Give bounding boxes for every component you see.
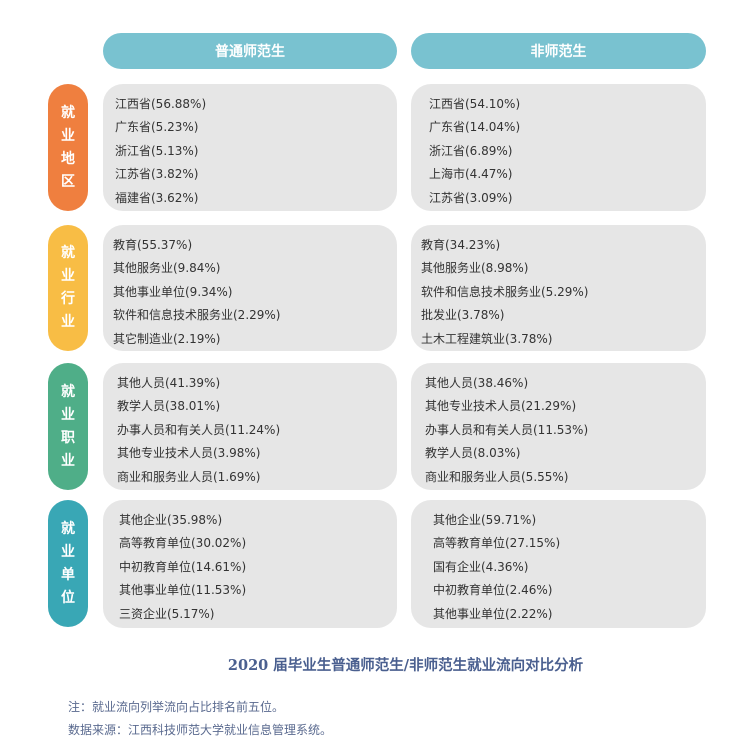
- list-item: 其他服务业(8.98%): [421, 261, 529, 276]
- label-char: 就: [61, 245, 75, 261]
- list-item: 教学人员(38.01%): [117, 399, 221, 414]
- label-char: 区: [61, 173, 75, 190]
- list-item: 软件和信息技术服务业(5.29%): [421, 284, 589, 299]
- label-char: 就: [61, 383, 75, 400]
- list-item: 江西省(54.10%): [429, 97, 521, 111]
- list-item: 广东省(5.23%): [115, 120, 199, 135]
- list-item: 其他服务业(9.84%): [113, 261, 221, 276]
- list-item: 江苏省(3.09%): [429, 190, 513, 205]
- list-item: 其他企业(59.71%): [433, 513, 537, 527]
- list-item: 教育(55.37%): [113, 238, 193, 252]
- list-item: 其他企业(35.98%): [119, 513, 223, 527]
- list-item: 其他专业技术人员(21.29%): [425, 399, 577, 414]
- column-header-non-normal-students: 非师范生: [411, 33, 706, 69]
- list-item: 福建省(3.62%): [115, 190, 199, 205]
- row-label-employment-industry: 就 业 行 业: [48, 225, 88, 351]
- label-char: 业: [61, 406, 75, 423]
- list-item: 批发业(3.78%): [421, 308, 505, 323]
- label-char: 地: [61, 150, 75, 167]
- label-char: 业: [61, 268, 75, 284]
- figure-title: 2020 届毕业生普通师范生/非师范生就业流向对比分析: [227, 657, 584, 674]
- list-item: 办事人员和有关人员(11.53%): [425, 422, 589, 437]
- panel-unit-non-normal: 其他企业(59.71%) 高等教育单位(27.15%) 国有企业(4.36%) …: [411, 500, 706, 628]
- label-char: 就: [61, 104, 75, 121]
- panel-industry-non-normal: 教育(34.23%) 其他服务业(8.98%) 软件和信息技术服务业(5.29%…: [411, 225, 706, 351]
- row-label-employment-unit: 就 业 单 位: [48, 500, 88, 627]
- panel-region-non-normal: 江西省(54.10%) 广东省(14.04%) 浙江省(6.89%) 上海市(4…: [411, 84, 706, 211]
- list-item: 江苏省(3.82%): [115, 167, 199, 182]
- list-item: 办事人员和有关人员(11.24%): [117, 422, 281, 437]
- column-header-normal-students: 普通师范生: [103, 33, 397, 69]
- list-item: 商业和服务业人员(5.55%): [425, 469, 569, 484]
- panel-region-normal: 江西省(56.88%) 广东省(5.23%) 浙江省(5.13%) 江苏省(3.…: [103, 84, 397, 211]
- column-header-label: 非师范生: [530, 44, 587, 60]
- label-char: 就: [61, 520, 75, 537]
- list-item: 教育(34.23%): [421, 238, 501, 252]
- list-item: 土木工程建筑业(3.78%): [421, 331, 553, 346]
- list-item: 国有企业(4.36%): [433, 559, 529, 574]
- list-item: 其他人员(41.39%): [117, 376, 221, 390]
- label-char: 行: [61, 291, 75, 307]
- list-item: 上海市(4.47%): [429, 167, 513, 182]
- row-label-employment-occupation: 就 业 职 业: [48, 363, 88, 490]
- data-source: 数据来源：江西科技师范大学就业信息管理系统。: [68, 723, 333, 737]
- panel-occupation-normal: 其他人员(41.39%) 教学人员(38.01%) 办事人员和有关人员(11.2…: [103, 363, 397, 490]
- list-item: 浙江省(6.89%): [429, 143, 513, 158]
- list-item: 软件和信息技术服务业(2.29%): [113, 308, 281, 323]
- list-item: 中初教育单位(2.46%): [433, 583, 553, 598]
- list-item: 中初教育单位(14.61%): [119, 559, 247, 574]
- list-item: 浙江省(5.13%): [115, 143, 199, 158]
- list-item: 商业和服务业人员(1.69%): [117, 469, 261, 484]
- list-item: 其他事业单位(2.22%): [433, 606, 553, 621]
- label-char: 业: [61, 452, 75, 469]
- list-item: 高等教育单位(30.02%): [119, 536, 247, 551]
- list-item: 教学人员(8.03%): [425, 446, 521, 461]
- list-item: 其它制造业(2.19%): [113, 331, 221, 346]
- list-item: 三资企业(5.17%): [119, 606, 215, 621]
- list-item: 其他专业技术人员(3.98%): [117, 446, 261, 461]
- panel-unit-normal: 其他企业(35.98%) 高等教育单位(30.02%) 中初教育单位(14.61…: [103, 500, 397, 628]
- list-item: 广东省(14.04%): [429, 120, 521, 135]
- label-char: 单: [61, 566, 75, 583]
- label-char: 业: [61, 314, 75, 330]
- list-item: 其他事业单位(11.53%): [119, 583, 247, 598]
- panel-occupation-non-normal: 其他人员(38.46%) 其他专业技术人员(21.29%) 办事人员和有关人员(…: [411, 363, 706, 490]
- label-char: 位: [61, 589, 75, 606]
- footnote: 注：就业流向列举流向占比排名前五位。: [68, 700, 285, 714]
- list-item: 其他人员(38.46%): [425, 376, 529, 390]
- list-item: 江西省(56.88%): [115, 97, 207, 111]
- column-header-label: 普通师范生: [215, 44, 285, 60]
- label-char: 业: [61, 127, 75, 144]
- list-item: 高等教育单位(27.15%): [433, 536, 561, 551]
- row-label-employment-region: 就 业 地 区: [48, 84, 88, 211]
- list-item: 其他事业单位(9.34%): [113, 284, 233, 299]
- panel-industry-normal: 教育(55.37%) 其他服务业(9.84%) 其他事业单位(9.34%) 软件…: [103, 225, 397, 351]
- label-char: 职: [61, 429, 75, 446]
- label-char: 业: [61, 543, 75, 560]
